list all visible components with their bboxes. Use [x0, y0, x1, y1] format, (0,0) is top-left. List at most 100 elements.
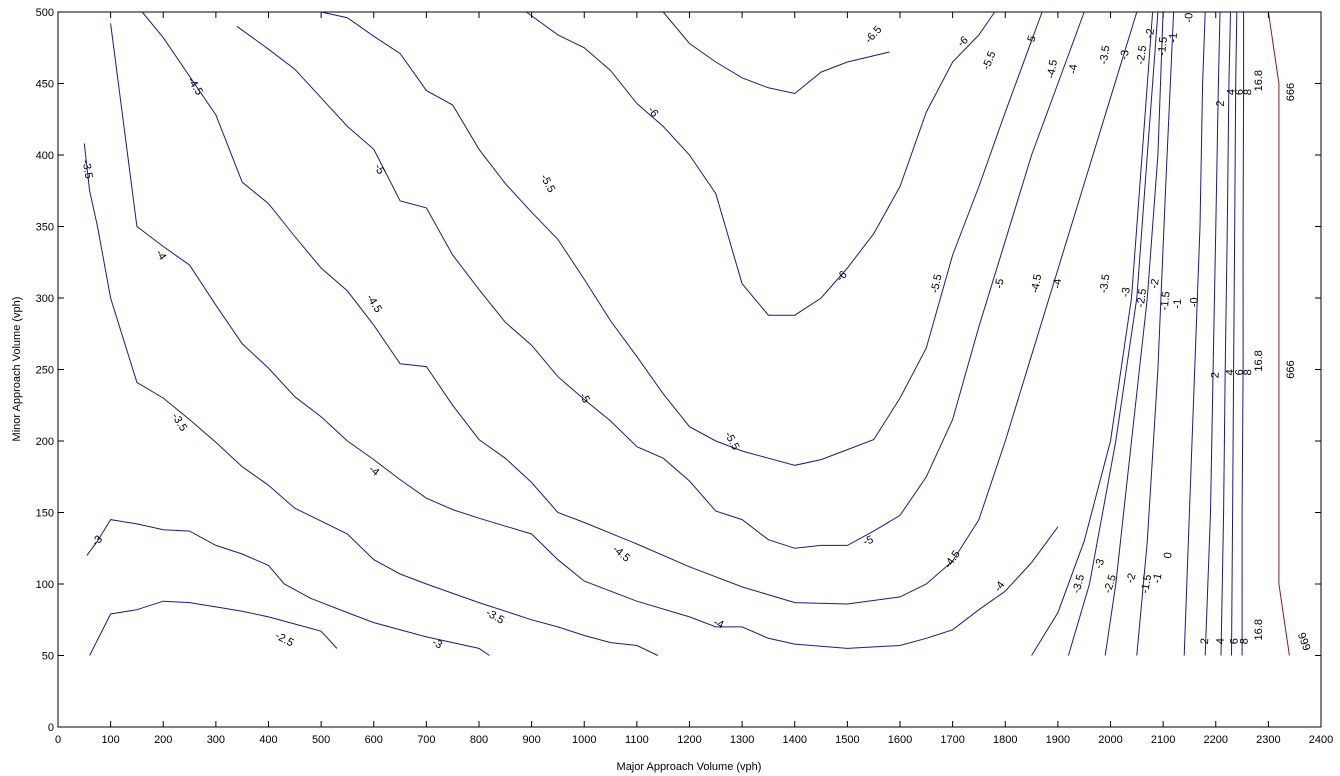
- plot-area: [57, 11, 1322, 728]
- contour-label: -4.5: [1045, 59, 1060, 80]
- x-tick-label: 1500: [835, 734, 859, 746]
- contour-label: 4: [1224, 369, 1236, 376]
- x-tick-label: 2400: [1309, 734, 1333, 746]
- y-tick-label: 300: [36, 293, 54, 305]
- contour-label: 8: [1242, 89, 1254, 96]
- contour-label: 6: [1228, 638, 1240, 645]
- y-tick-label: 450: [36, 79, 54, 91]
- contour-line-17: [1241, 12, 1245, 656]
- contour-label: -3.5: [79, 159, 94, 180]
- contour-label: -0: [1188, 297, 1200, 307]
- contour-label: -2: [1149, 278, 1162, 289]
- contour-label: -3.5: [1098, 273, 1113, 293]
- contour-line-3: [110, 23, 1059, 649]
- contour-label: -3.5: [1098, 45, 1113, 65]
- x-tick-label: 500: [312, 734, 330, 746]
- x-tick-label: 200: [154, 734, 172, 746]
- contour-line-10: [1067, 11, 1159, 656]
- contour-label: -5: [1024, 34, 1038, 47]
- contour-label: -4.5: [1029, 273, 1044, 294]
- contour-label: -2.5: [1102, 573, 1119, 595]
- x-tick-label: 1900: [1046, 734, 1070, 746]
- contour-label: 8: [1238, 638, 1250, 645]
- contour-label: 16.8: [1253, 619, 1265, 640]
- y-tick-label: 50: [42, 651, 54, 663]
- contour-label: -1.5: [1159, 291, 1173, 311]
- x-axis-ticks: 0 100 200 300 400 500 600 700 800 900 1000 1100 1200…: [55, 12, 1333, 746]
- contour-label: -5: [372, 162, 387, 176]
- contour-label: -5: [993, 278, 1007, 290]
- x-tick-label: 1400: [783, 734, 807, 746]
- x-tick-label: 2200: [1204, 734, 1228, 746]
- contour-line-7: [526, 11, 996, 316]
- contour-line-6: [320, 11, 1043, 466]
- contour-label: -2.5: [1135, 288, 1150, 308]
- contour-line-15: [1220, 11, 1231, 656]
- x-tick-label: 100: [101, 734, 119, 746]
- contour-line-11: [1104, 11, 1164, 656]
- contour-line-4: [141, 11, 1138, 605]
- contour-label: -2: [1124, 572, 1138, 585]
- x-tick-label: 700: [417, 734, 435, 746]
- x-tick-label: 800: [470, 734, 488, 746]
- contour-line-12: [1136, 11, 1175, 656]
- x-tick-label: 2300: [1256, 734, 1280, 746]
- contour-line-14: [1204, 11, 1221, 656]
- contour-label: -0: [1183, 13, 1195, 23]
- contour-label: 2: [1215, 100, 1227, 107]
- contour-label: -3: [1120, 287, 1133, 298]
- x-tick-label: 1100: [625, 734, 649, 746]
- x-axis-title: Major Approach Volume (vph): [617, 761, 762, 773]
- x-tick-label: 0: [55, 734, 61, 746]
- contour-label: -3.5: [1071, 573, 1088, 594]
- y-tick-label: 200: [36, 436, 54, 448]
- y-tick-label: 250: [36, 365, 54, 377]
- x-tick-label: 2000: [1098, 734, 1122, 746]
- contour-label: 16.8: [1253, 350, 1265, 371]
- contour-label: 6: [1234, 369, 1246, 376]
- contour-label: -1: [1167, 32, 1180, 43]
- contour-label: 4: [1225, 89, 1237, 96]
- contour-label: -1: [1151, 572, 1165, 584]
- x-tick-label: 1000: [572, 734, 596, 746]
- contour-label: 4: [1215, 638, 1227, 645]
- contour-label: 0: [1162, 552, 1175, 559]
- x-tick-label: 2100: [1151, 734, 1175, 746]
- contour-label: -4: [1051, 278, 1064, 289]
- y-tick-label: 500: [36, 7, 54, 19]
- contour-line-1: [86, 519, 490, 656]
- contour-label: -5: [862, 534, 875, 549]
- contour-label: 6: [1234, 89, 1246, 96]
- y-tick-label: 100: [36, 579, 54, 591]
- contour-line-18: [1267, 11, 1290, 656]
- contour-label: 2: [1210, 372, 1222, 379]
- y-tick-label: 0: [48, 722, 54, 734]
- contour-label: -2: [1144, 28, 1157, 39]
- contour-label: 16.8: [1253, 70, 1265, 91]
- y-tick-label: 400: [36, 150, 54, 162]
- contour-label: -3: [1119, 49, 1132, 60]
- contour-label: -5.5: [929, 273, 945, 294]
- contour-label: 666: [1285, 360, 1297, 378]
- contour-line-16: [1231, 11, 1238, 656]
- x-tick-label: 400: [259, 734, 277, 746]
- contour-line-8: [662, 11, 890, 95]
- contour-label: -3: [1093, 557, 1107, 570]
- contour-label: 666: [1296, 631, 1314, 652]
- contour-label: -2.5: [1135, 45, 1150, 65]
- x-tick-label: 900: [522, 734, 540, 746]
- contour-label: -1.5: [1156, 36, 1170, 56]
- contour-label: 666: [1285, 83, 1297, 101]
- contour-label: -4: [1067, 64, 1080, 75]
- x-tick-label: 300: [207, 734, 225, 746]
- contour-lines: [83, 11, 1290, 656]
- y-tick-label: 350: [36, 222, 54, 234]
- contour-line-0: [89, 600, 338, 656]
- contour-line-13: [1183, 11, 1206, 656]
- contour-label: -1: [1171, 298, 1184, 309]
- x-tick-label: 1200: [677, 734, 701, 746]
- contour-line-2: [83, 143, 659, 656]
- contour-label: -1.5: [1139, 574, 1154, 595]
- x-tick-label: 1800: [993, 734, 1017, 746]
